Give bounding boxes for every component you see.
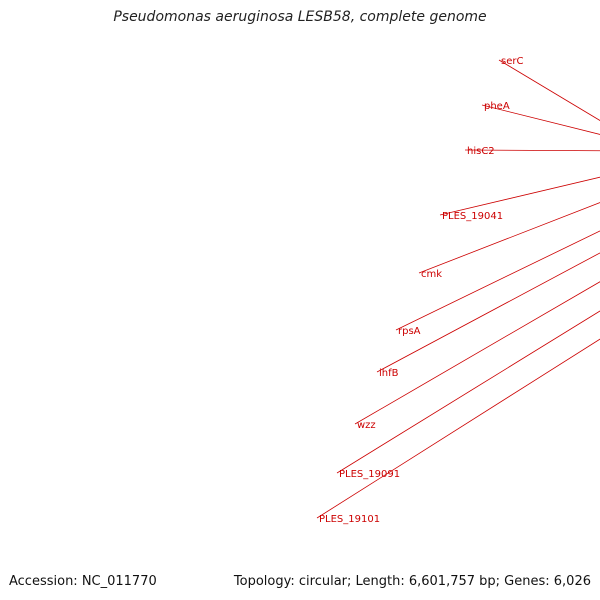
leader-line	[498, 59, 600, 121]
genome-summary-text: Topology: circular; Length: 6,601,757 bp…	[233, 574, 591, 589]
gene-label: ihfB	[379, 368, 399, 379]
leader-line	[316, 338, 600, 519]
leader-line	[464, 149, 600, 152]
gene-label: wzz	[357, 420, 376, 431]
gene-label: serC	[501, 56, 523, 67]
gene-label: hisC2	[467, 146, 495, 157]
gene-label: rpsA	[398, 326, 421, 337]
gene-label: PLES_19041	[442, 211, 503, 222]
gene-label-leaders	[316, 59, 600, 519]
leader-line	[395, 230, 600, 331]
map-title: Pseudomonas aeruginosa LESB58, complete …	[113, 9, 487, 25]
leader-line	[418, 202, 600, 274]
leader-line	[376, 252, 600, 373]
accession-text: Accession: NC_011770	[9, 574, 157, 589]
gene-label: pheA	[484, 101, 510, 112]
leader-line	[354, 281, 600, 425]
leader-line	[336, 310, 600, 474]
gene-label: PLES_19091	[339, 469, 400, 480]
leader-line	[481, 104, 600, 135]
gene-label: cmk	[421, 269, 442, 280]
leader-line	[439, 176, 600, 216]
gene-label: PLES_19101	[319, 514, 380, 525]
